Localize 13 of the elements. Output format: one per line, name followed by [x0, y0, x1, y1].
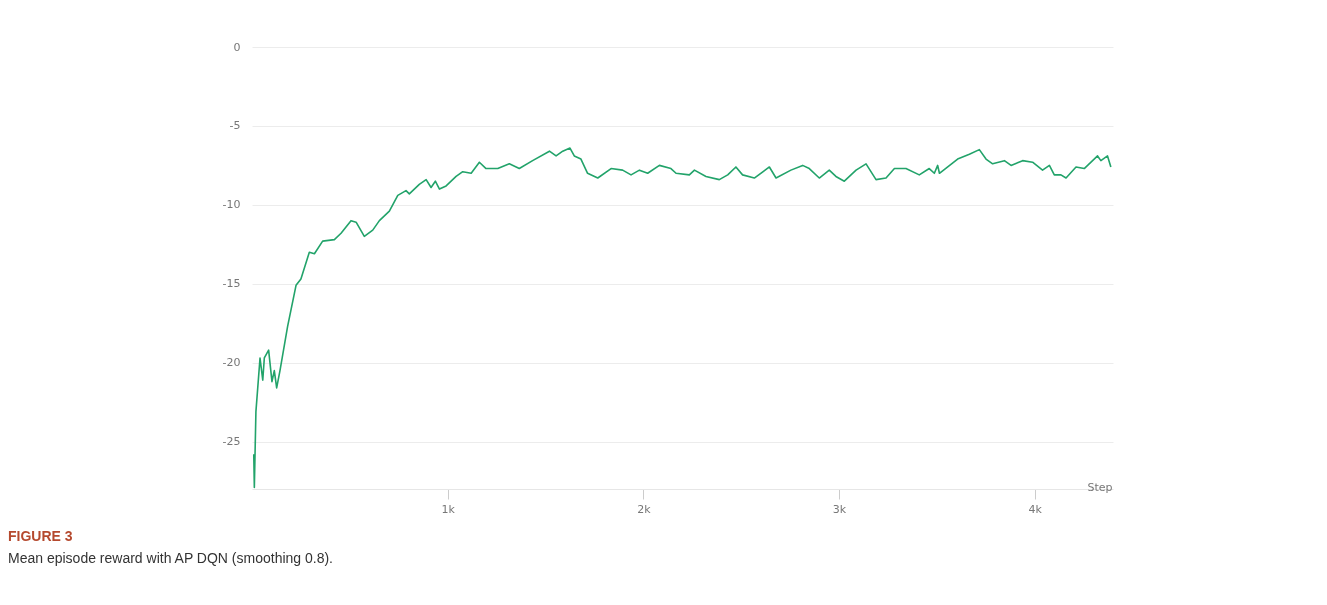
y-tick-label: -25: [222, 435, 241, 449]
text: Mean episode reward with AP DQN (smoothing 0.8).: [8, 550, 334, 566]
x-tick-label: 3k: [832, 502, 847, 516]
x-tick-label: 1k: [441, 502, 456, 516]
y-tick-label: 0: [233, 40, 241, 54]
x-axis-title: Step: [1087, 480, 1113, 494]
y-tick-label: -20: [222, 356, 241, 370]
y-tick-label: -10: [222, 198, 241, 212]
x-tick-label: 2k: [637, 502, 652, 516]
text: FIGURE 3: [8, 528, 74, 544]
x-tick-label: 4k: [1028, 502, 1043, 516]
y-tick-label: -15: [222, 277, 241, 291]
y-tick-label: -5: [229, 119, 241, 133]
